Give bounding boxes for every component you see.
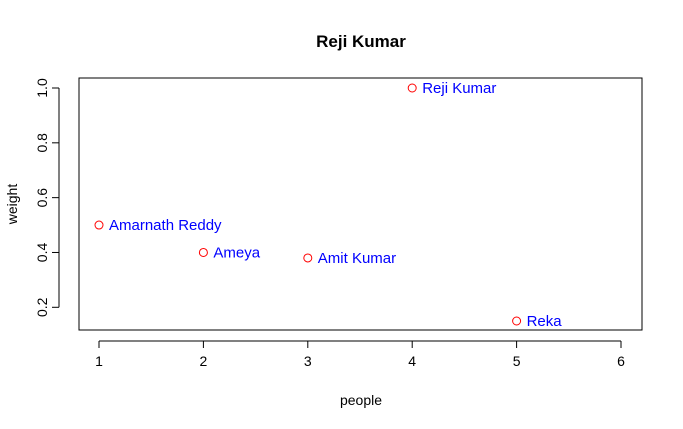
y-tick-label: 1.0 <box>34 78 50 98</box>
y-tick-label: 0.2 <box>34 297 50 317</box>
data-point <box>303 253 313 263</box>
data-point <box>198 247 208 257</box>
x-tick-label: 2 <box>200 353 208 369</box>
y-axis: 0.2 0.4 0.6 0.8 1.0 <box>34 78 60 317</box>
x-tick-label: 3 <box>304 353 312 369</box>
y-tick-label: 0.6 <box>34 188 50 208</box>
y-tick-label: 0.8 <box>34 133 50 153</box>
data-points: Amarnath Reddy Ameya Amit Kumar Reji Kumar R… <box>94 80 563 330</box>
y-tick-label: 0.4 <box>34 243 50 263</box>
x-axis-label: people <box>340 392 382 408</box>
data-point-label: Reji Kumar <box>422 80 496 97</box>
y-axis-label: weight <box>4 184 20 226</box>
x-tick-label: 1 <box>95 353 103 369</box>
data-point <box>94 220 104 230</box>
data-point <box>407 83 417 93</box>
data-point-label: Amarnath Reddy <box>109 217 222 234</box>
x-axis: 1 2 3 4 5 6 <box>95 340 625 369</box>
data-point-label: Reka <box>527 313 563 330</box>
data-point <box>512 316 522 326</box>
x-tick-label: 4 <box>408 353 416 369</box>
chart-title: Reji Kumar <box>316 32 406 51</box>
x-tick-label: 5 <box>513 353 521 369</box>
data-point-label: Amit Kumar <box>318 250 396 267</box>
x-tick-label: 6 <box>617 353 625 369</box>
plot-frame <box>78 77 643 331</box>
data-point-label: Ameya <box>213 244 260 261</box>
